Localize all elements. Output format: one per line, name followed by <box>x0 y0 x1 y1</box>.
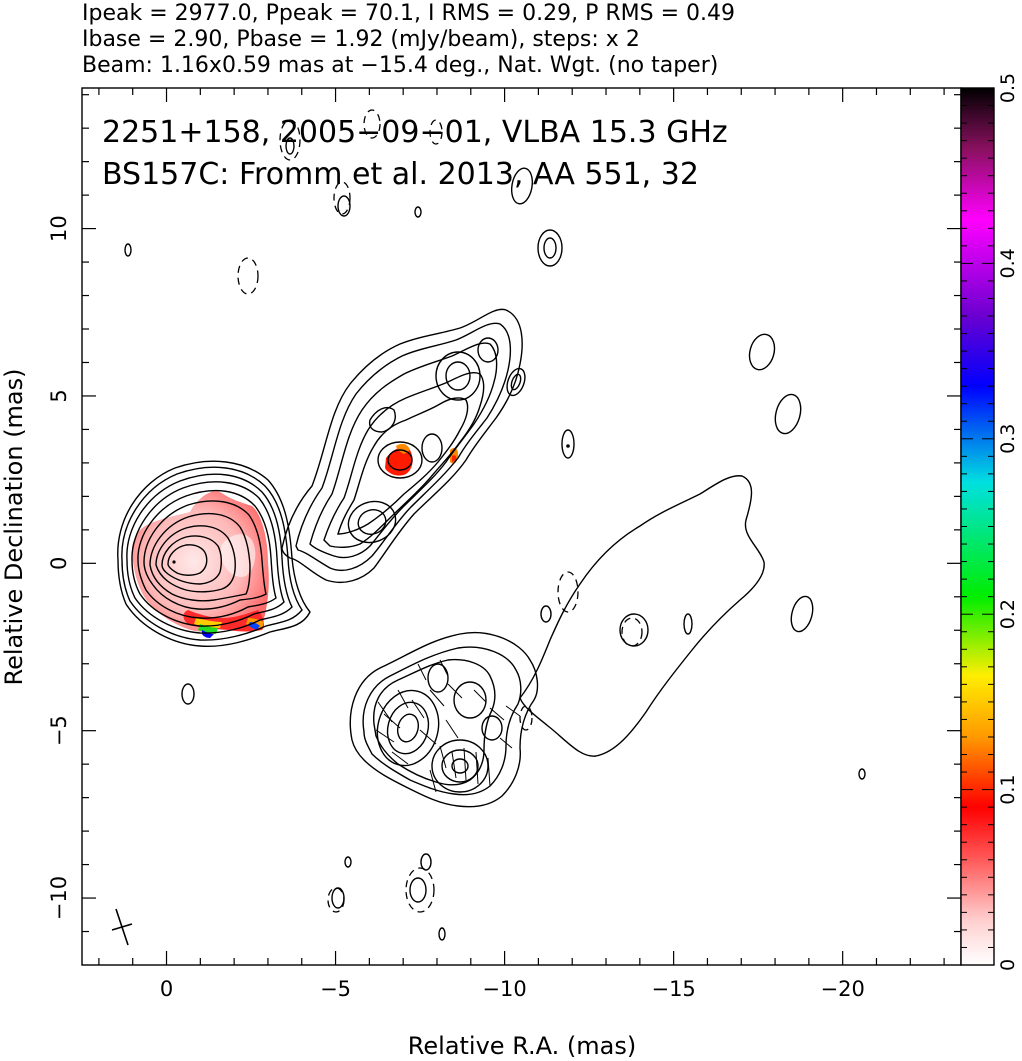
y-tick-label: 0 <box>47 557 71 570</box>
header-line-1: Ipeak = 2977.0, Ppeak = 70.1, I RMS = 0.… <box>82 1 735 26</box>
negative-contours <box>237 109 643 913</box>
colorbar-tick-label: 0.2 <box>997 599 1019 629</box>
annotation-line-1: 2251+158, 2005−09−01, VLBA 15.3 GHz <box>102 115 728 150</box>
colorbar-ticks <box>961 87 994 966</box>
colorbar-tick-label: 0.4 <box>997 248 1019 278</box>
x-tick-label: −20 <box>821 977 865 1001</box>
axis-ticks <box>82 88 961 965</box>
x-tick-labels: 0 −5 −10 −15 −20 <box>160 977 865 1001</box>
x-tick-label: −15 <box>651 977 695 1001</box>
header-line-2: Ibase = 2.90, Pbase = 1.92 (mJy/beam), s… <box>82 27 640 52</box>
x-tick-label: 0 <box>160 977 173 1001</box>
x-tick-label: −5 <box>320 977 351 1001</box>
colorbar-tick-label: 0.1 <box>997 774 1019 804</box>
colorbar-tick-label: 0.5 <box>997 73 1019 103</box>
y-tick-label: 10 <box>47 215 71 242</box>
header-line-3: Beam: 1.16x0.59 mas at −15.4 deg., Nat. … <box>82 53 718 78</box>
colorbar-tick-labels: 0 0.1 0.2 0.3 0.4 0.5 <box>997 73 1019 971</box>
y-tick-label: −5 <box>47 715 71 746</box>
contours-inner-jet <box>281 308 526 584</box>
contours-core <box>117 460 311 648</box>
y-tick-label: 5 <box>47 389 71 402</box>
beam-marker <box>111 908 133 946</box>
annotation-line-2: BS157C: Fromm et al. 2013, AA 551, 32 <box>102 157 699 192</box>
y-tick-label: −10 <box>47 876 71 920</box>
y-tick-labels: −10 −5 0 5 10 <box>47 215 71 920</box>
x-axis-label: Relative R.A. (mas) <box>408 1032 636 1060</box>
colorbar: 0 0.1 0.2 0.3 0.4 0.5 <box>960 73 1019 971</box>
y-axis-label: Relative Declination (mas) <box>0 368 28 685</box>
colorbar-tick-label: 0 <box>997 959 1019 971</box>
polarization-knot-a <box>385 447 413 476</box>
contours-southwest <box>349 631 539 808</box>
evpa-vectors <box>375 659 521 793</box>
map-area <box>111 109 866 946</box>
x-tick-label: −10 <box>482 977 526 1001</box>
contours-extended-jet <box>519 475 765 757</box>
colorbar-tick-label: 0.3 <box>997 424 1019 454</box>
